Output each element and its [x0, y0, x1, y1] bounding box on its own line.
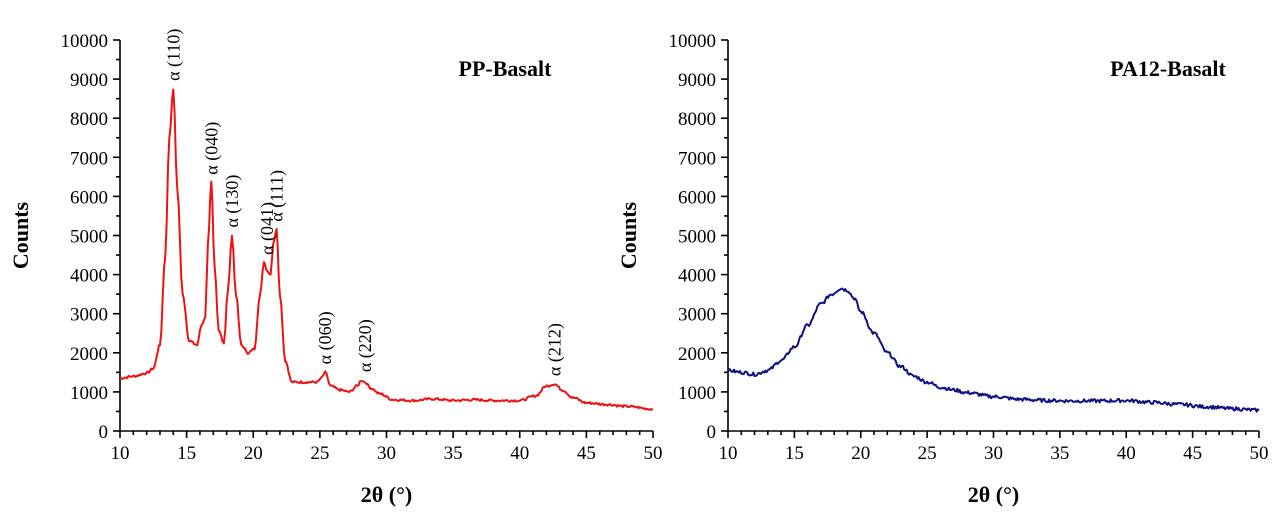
y-tick-label: 5000 [678, 227, 716, 248]
x-tick-label: 45 [577, 443, 596, 464]
y-axis-title: Counts [8, 201, 33, 269]
y-axis-title: Counts [616, 201, 641, 269]
series-line [119, 88, 654, 411]
series-line [727, 287, 1260, 413]
peak-label: α (110) [163, 29, 184, 81]
y-tick-label: 2000 [678, 344, 716, 365]
x-tick-label: 20 [851, 443, 870, 464]
x-tick-label: 35 [444, 443, 463, 464]
y-tick-label: 0 [99, 422, 109, 443]
panel-title: PA12-Basalt [1110, 56, 1226, 81]
x-tick-label: 25 [918, 443, 937, 464]
y-tick-label: 0 [707, 422, 717, 443]
peak-label: α (130) [222, 175, 243, 228]
x-tick-label: 30 [984, 443, 1003, 464]
x-tick-label: 20 [244, 443, 263, 464]
x-tick-label: 50 [644, 443, 663, 464]
peak-label: α (060) [315, 311, 336, 364]
peak-label: α (040) [201, 122, 222, 175]
y-tick-label: 6000 [70, 187, 108, 208]
peak-label: α (041) [257, 202, 278, 255]
x-tick-label: 40 [510, 443, 529, 464]
x-tick-label: 45 [1183, 443, 1202, 464]
y-tick-label: 4000 [70, 266, 108, 287]
y-tick-label: 3000 [70, 305, 108, 326]
y-tick-label: 4000 [678, 266, 716, 287]
panel-title: PP-Basalt [459, 56, 553, 81]
y-tick-label: 10000 [669, 31, 717, 52]
x-tick-label: 50 [1250, 443, 1269, 464]
x-tick-label: 10 [719, 443, 738, 464]
y-tick-label: 9000 [678, 70, 716, 91]
y-tick-label: 7000 [70, 148, 108, 169]
y-tick-label: 6000 [678, 187, 716, 208]
peak-label: α (111) [267, 170, 288, 222]
panel-pp-basalt: 0 1000 2000 3000 4000 5000 6000 7000 8000 9000 100… [8, 29, 663, 507]
x-tick-label: 35 [1050, 443, 1069, 464]
y-tick-label: 10000 [61, 31, 109, 52]
panel-pa12-basalt: 0 1000 2000 3000 4000 5000 6000 7000 8000 9000 100… [616, 31, 1269, 507]
y-tick-label: 1000 [678, 383, 716, 404]
x-axis-title: 2θ (°) [968, 482, 1019, 507]
y-tick-label: 3000 [678, 305, 716, 326]
x-tick-label: 10 [111, 443, 130, 464]
x-tick-label: 15 [177, 443, 196, 464]
y-tick-label: 8000 [678, 109, 716, 130]
y-tick-label: 7000 [678, 148, 716, 169]
y-tick-label: 9000 [70, 70, 108, 91]
y-tick-label: 2000 [70, 344, 108, 365]
y-tick-label: 1000 [70, 383, 108, 404]
x-tick-label: 15 [785, 443, 804, 464]
x-tick-label: 40 [1117, 443, 1136, 464]
x-tick-label: 25 [310, 443, 329, 464]
peak-label: α (212) [544, 323, 565, 376]
x-tick-label: 30 [377, 443, 396, 464]
peak-label: α (220) [355, 319, 376, 372]
y-tick-label: 5000 [70, 227, 108, 248]
y-tick-label: 8000 [70, 109, 108, 130]
x-axis-title: 2θ (°) [361, 482, 412, 507]
